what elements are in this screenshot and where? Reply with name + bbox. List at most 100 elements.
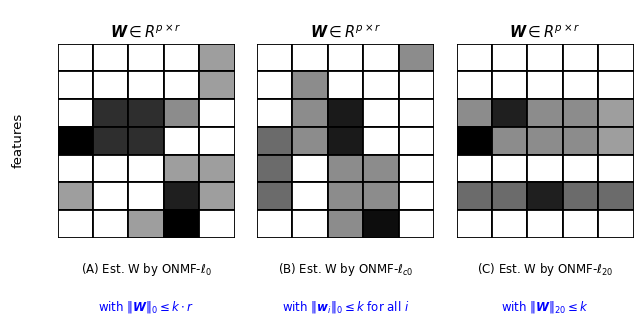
Bar [129,99,164,127]
Bar [58,71,93,99]
Bar [164,99,199,127]
Bar [492,154,527,182]
Bar [527,182,563,210]
Bar [527,44,563,71]
Text: with $\|\boldsymbol{W}\|_0 \leq k \cdot r$: with $\|\boldsymbol{W}\|_0 \leq k \cdot … [98,298,194,315]
Bar [527,154,563,182]
Bar [364,182,399,210]
Bar [129,44,164,71]
Bar [456,127,492,154]
Bar [364,127,399,154]
Bar [598,182,634,210]
Bar [492,44,527,71]
Bar [328,99,364,127]
Bar [199,182,235,210]
Text: $\boldsymbol{W} \in R^{p \times r}$: $\boldsymbol{W} \in R^{p \times r}$ [310,23,381,40]
Bar [598,99,634,127]
Bar [129,127,164,154]
Bar [292,44,328,71]
Bar [492,99,527,127]
Bar [563,182,598,210]
Bar [129,154,164,182]
Bar [292,127,328,154]
Bar [456,154,492,182]
Bar [328,71,364,99]
Bar [598,127,634,154]
Bar [456,210,492,238]
Bar [598,154,634,182]
Bar [257,154,292,182]
Text: (A) Est. W by ONMF-$\ell_0$: (A) Est. W by ONMF-$\ell_0$ [81,261,211,278]
Bar [399,127,434,154]
Bar [364,154,399,182]
Bar [164,127,199,154]
Bar [563,71,598,99]
Bar [563,127,598,154]
Text: $\boldsymbol{W} \in R^{p \times r}$: $\boldsymbol{W} \in R^{p \times r}$ [509,23,581,40]
Bar [58,154,93,182]
Bar [292,154,328,182]
Bar [199,99,235,127]
Bar [93,182,129,210]
Bar [492,71,527,99]
Bar [527,210,563,238]
Bar [199,210,235,238]
Bar [598,44,634,71]
Bar [257,210,292,238]
Bar [292,210,328,238]
Bar [129,71,164,99]
Bar [328,154,364,182]
Bar [257,44,292,71]
Bar [563,99,598,127]
Bar [93,99,129,127]
Bar [199,71,235,99]
Bar [456,182,492,210]
Bar [399,182,434,210]
Bar [598,71,634,99]
Bar [456,71,492,99]
Bar [492,210,527,238]
Bar [328,44,364,71]
Bar [93,210,129,238]
Bar [399,99,434,127]
Bar [492,127,527,154]
Text: $\boldsymbol{W} \in R^{p \times r}$: $\boldsymbol{W} \in R^{p \times r}$ [110,23,182,40]
Text: features: features [12,113,24,168]
Bar [257,71,292,99]
Bar [199,44,235,71]
Bar [93,71,129,99]
Bar [527,71,563,99]
Bar [58,99,93,127]
Bar [164,71,199,99]
Bar [492,182,527,210]
Bar [58,127,93,154]
Bar [399,44,434,71]
Bar [364,44,399,71]
Bar [364,99,399,127]
Bar [164,210,199,238]
Bar [364,71,399,99]
Text: (C) Est. W by ONMF-$\ell_{20}$: (C) Est. W by ONMF-$\ell_{20}$ [477,261,613,278]
Bar [598,210,634,238]
Bar [93,154,129,182]
Text: with $\|\boldsymbol{w}_i\|_0 \leq k$ for all $i$: with $\|\boldsymbol{w}_i\|_0 \leq k$ for… [282,298,409,315]
Text: (B) Est. W by ONMF-$\ell_{c0}$: (B) Est. W by ONMF-$\ell_{c0}$ [278,261,413,278]
Bar [129,182,164,210]
Bar [527,99,563,127]
Bar [257,99,292,127]
Bar [563,210,598,238]
Bar [292,71,328,99]
Bar [328,182,364,210]
Bar [257,182,292,210]
Bar [364,210,399,238]
Bar [164,154,199,182]
Text: with $\|\boldsymbol{W}\|_{20} \leq k$: with $\|\boldsymbol{W}\|_{20} \leq k$ [501,298,589,315]
Bar [257,127,292,154]
Bar [164,44,199,71]
Bar [399,210,434,238]
Bar [58,182,93,210]
Bar [93,44,129,71]
Bar [456,99,492,127]
Bar [399,71,434,99]
Bar [164,182,199,210]
